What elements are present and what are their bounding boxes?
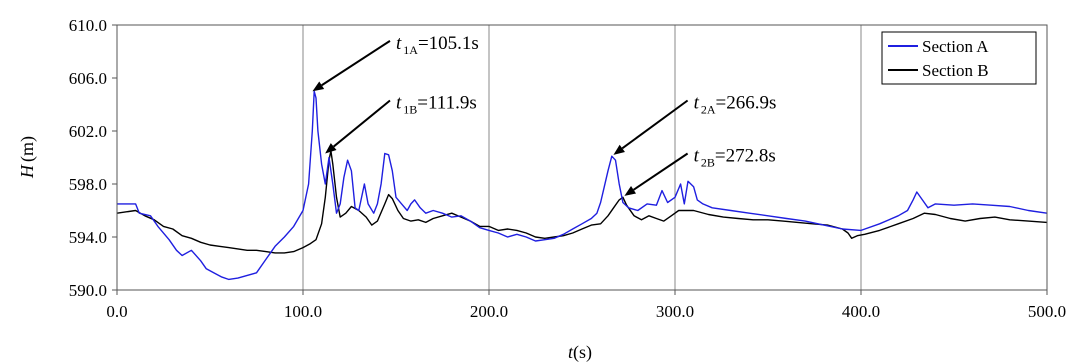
annotation-arrow <box>333 99 391 148</box>
y-tick-label: 594.0 <box>69 228 107 247</box>
annotation-arrowhead <box>325 143 337 154</box>
legend-label-section-b: Section B <box>922 61 989 80</box>
y-tick-label: 598.0 <box>69 175 107 194</box>
ticks-layer: 0.0 100.0 200.0 300.0 400.0 500.0 590.0 594.0 59… <box>69 16 1066 321</box>
x-tick-label: 500.0 <box>1028 302 1066 321</box>
plot-frame <box>116 24 1048 291</box>
x-tick-label: 300.0 <box>656 302 694 321</box>
x-tick-label: 0.0 <box>106 302 127 321</box>
series-line-section-a <box>117 90 1048 281</box>
annotation-layer: t 1A=105.1s t 1B=111.9s t 2A=266.9s t 2B=272.8s <box>312 33 776 196</box>
annotation-arrowhead <box>312 81 325 92</box>
series-line-section-b <box>116 150 1048 254</box>
annotation-arrow <box>621 99 689 150</box>
y-tick-label: 602.0 <box>69 122 107 141</box>
annotation-label: t 2A=266.9s <box>694 93 777 117</box>
annotation-label: t 1A=105.1s <box>396 33 479 57</box>
legend: Section A Section B <box>881 31 1037 85</box>
annotation-arrowhead <box>624 186 637 196</box>
annotation-label: t 2B=272.8s <box>694 146 776 170</box>
annotation-arrow <box>632 152 689 191</box>
series-layer <box>116 90 1048 281</box>
x-axis-label: t(s) <box>568 342 592 363</box>
legend-label-section-a: Section A <box>922 37 989 56</box>
y-axis-label: H(m) <box>17 136 38 179</box>
grid-layer <box>302 25 862 290</box>
annotation-label: t 1B=111.9s <box>396 93 477 117</box>
y-tick-label: 606.0 <box>69 69 107 88</box>
x-tick-label: 400.0 <box>842 302 880 321</box>
y-tick-label: 610.0 <box>69 16 107 35</box>
x-tick-label: 100.0 <box>284 302 322 321</box>
x-tick-label: 200.0 <box>470 302 508 321</box>
annotation-arrowhead <box>613 144 625 155</box>
y-tick-label: 590.0 <box>69 281 107 300</box>
legend-box <box>881 31 1037 85</box>
annotation-arrow <box>321 40 391 87</box>
